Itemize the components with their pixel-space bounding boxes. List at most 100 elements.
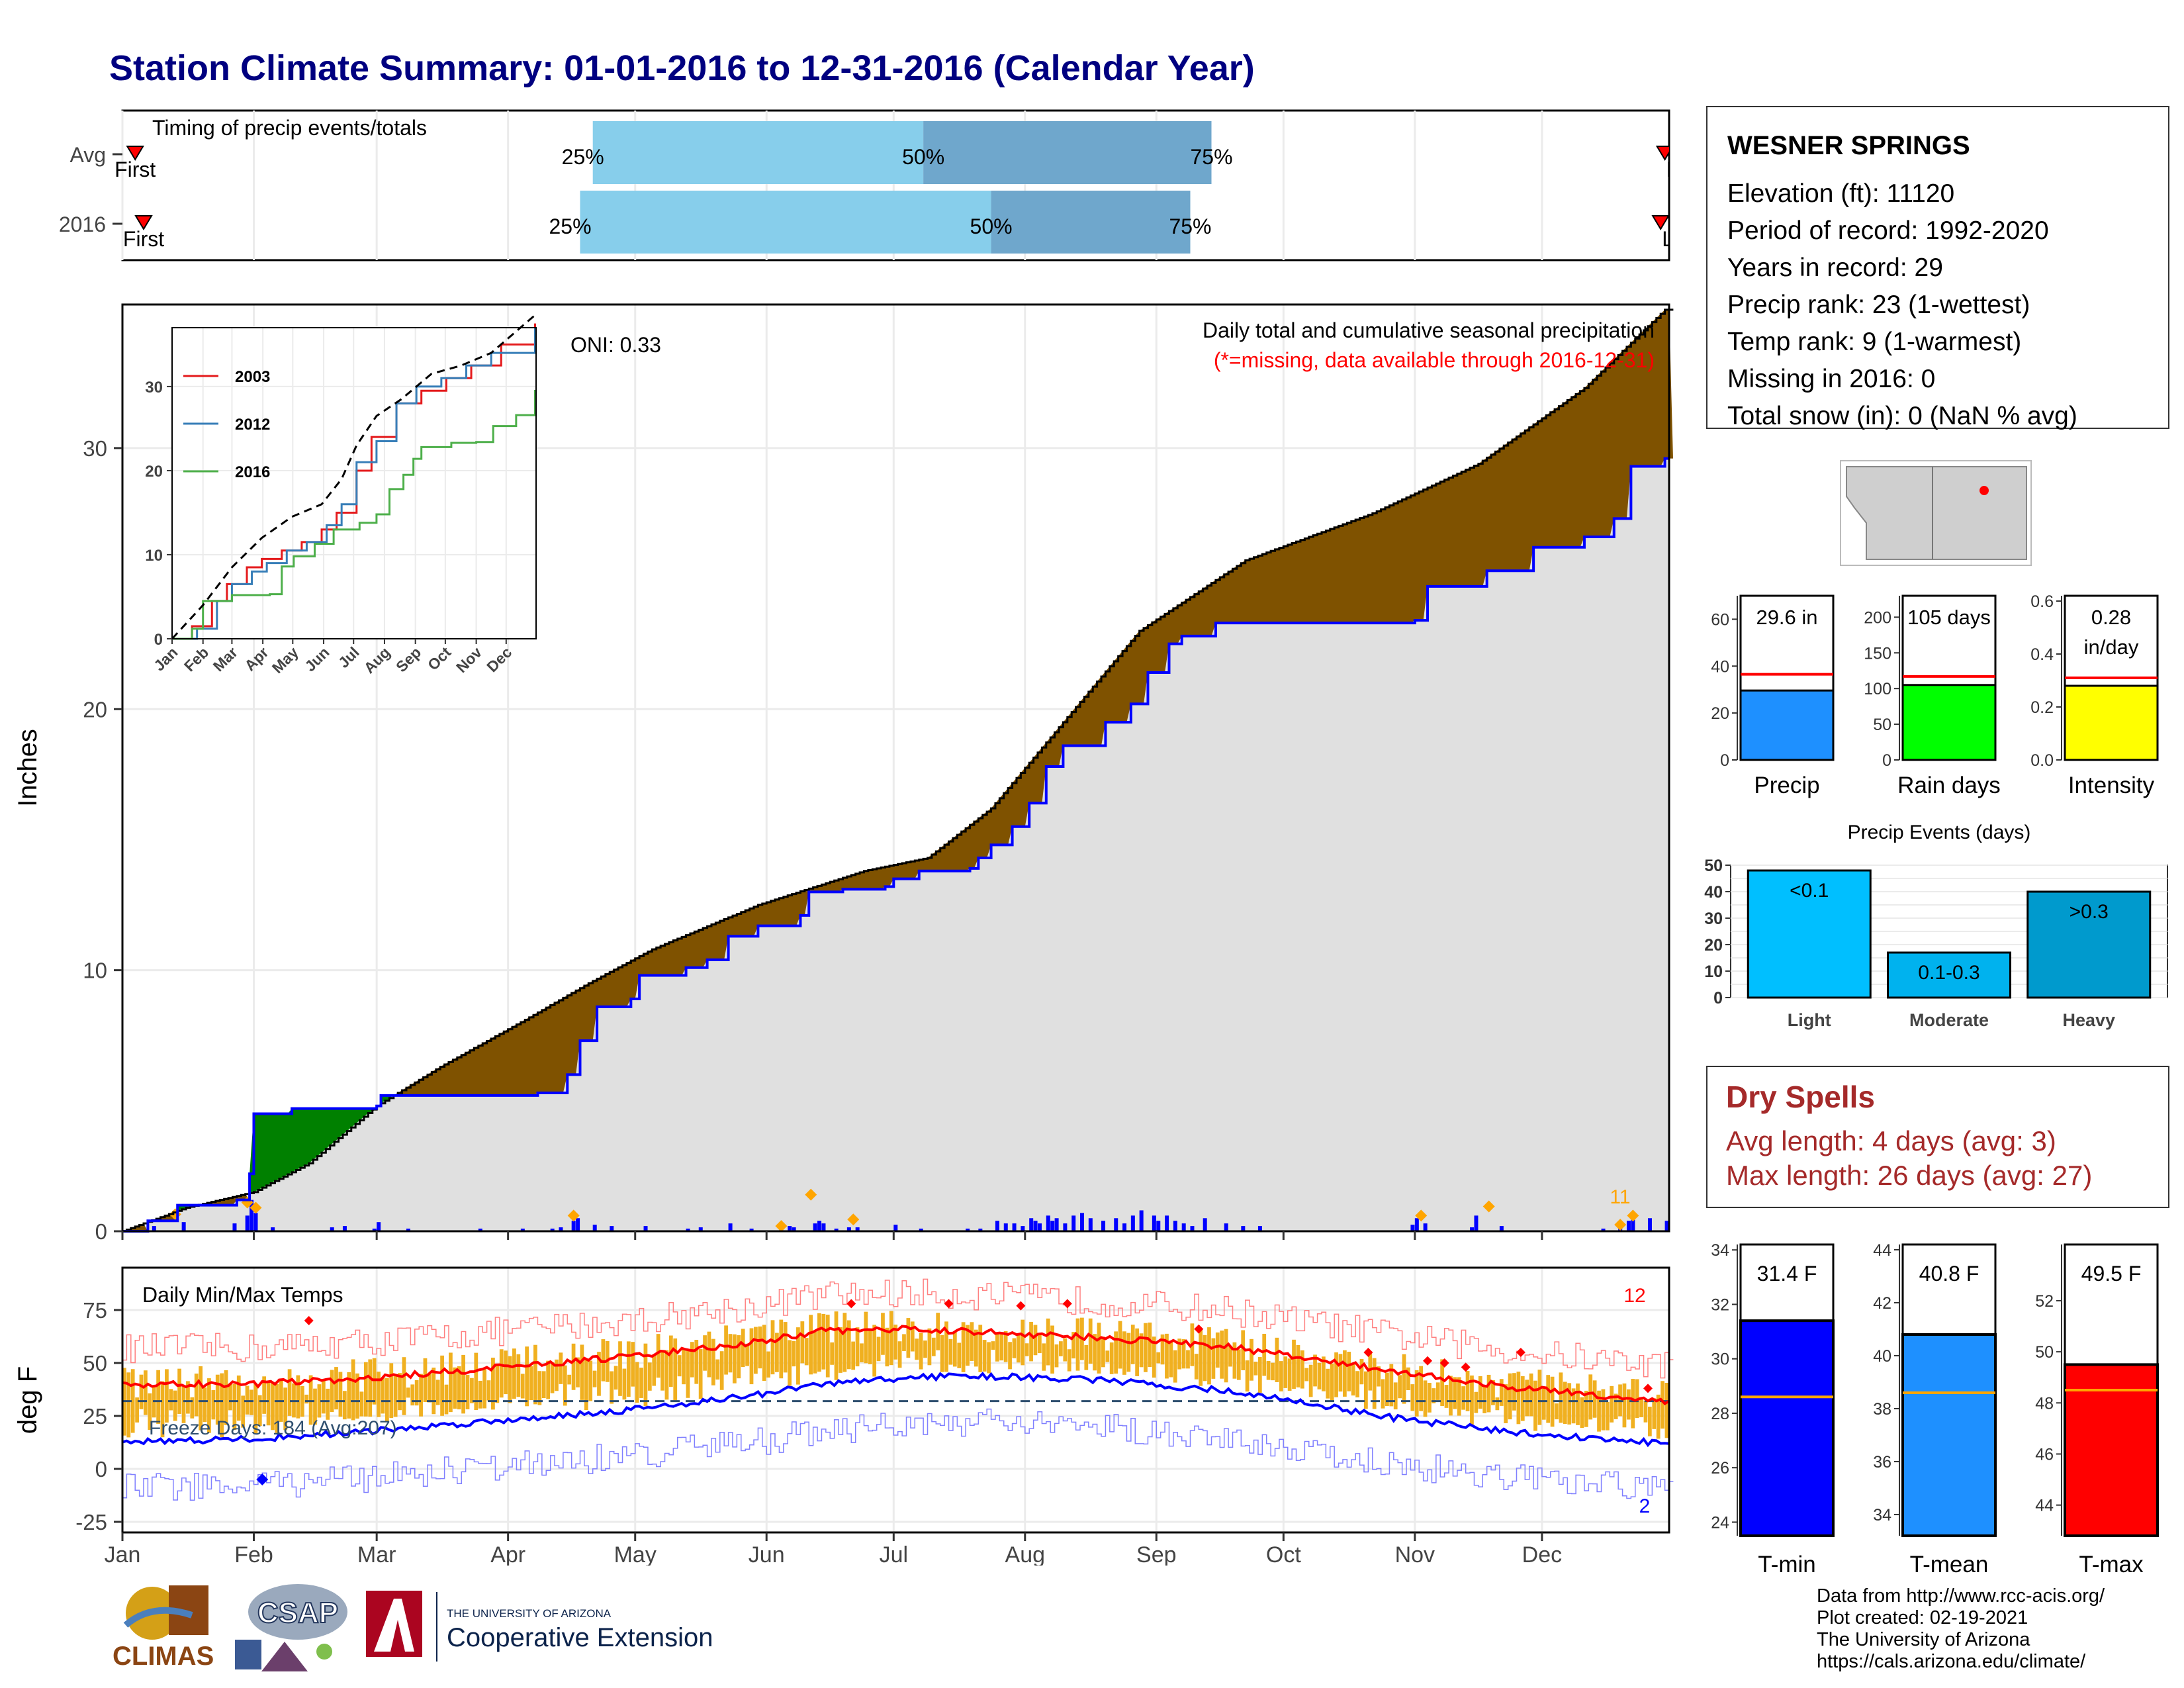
daily-temp-bar [1423, 1380, 1428, 1417]
daily-temp-bar [317, 1384, 322, 1418]
daily-temp-bar [957, 1342, 962, 1368]
month-label: Jan [105, 1542, 141, 1566]
daily-temp-bar [516, 1354, 521, 1397]
temp-bar-value-label: 31.4 F [1757, 1262, 1817, 1286]
daily-temp-bar [135, 1397, 139, 1423]
daily-temp-bar [893, 1325, 898, 1360]
daily-temp-bar [788, 1340, 792, 1386]
daily-precip-bar [1088, 1218, 1093, 1231]
timing-q50-label: 50% [902, 145, 944, 169]
daily-temp-bar [203, 1387, 207, 1423]
temp-bar-ytick-label: 32 [1711, 1295, 1729, 1314]
daily-temp-bar [635, 1362, 639, 1403]
timing-band-q1 [592, 121, 924, 184]
daily-temp-bar [444, 1384, 449, 1415]
events-ytick-label: 40 [1704, 883, 1723, 902]
daily-temp-bar [1470, 1375, 1474, 1425]
daily-precip-bar [966, 1229, 970, 1231]
daily-temp-bar [377, 1372, 381, 1417]
station-missing: Missing in 2016: 0 [1727, 365, 1936, 393]
daily-temp-bar [470, 1378, 474, 1403]
daily-temp-bar [1241, 1330, 1246, 1370]
daily-precip-bar [1152, 1215, 1156, 1231]
daily-temp-bar [465, 1375, 470, 1410]
events-bar-label: >0.3 [2070, 901, 2109, 923]
daily-temp-bar [296, 1375, 300, 1419]
daily-temp-bar [1059, 1341, 1063, 1356]
climas-logo: CLIMAS [113, 1585, 214, 1671]
daily-precip-bar [1029, 1218, 1034, 1231]
summary-bar-value [2064, 684, 2159, 761]
daily-precip-bar [1241, 1226, 1246, 1231]
daily-temp-bar [1203, 1335, 1207, 1382]
temp-summary-bars: 24 26 28 30 32 34 31.4 F T-min 34 36 38 40 42 44 40.8… [1711, 1241, 2159, 1577]
summary-bar-ytick-label: 60 [1711, 610, 1729, 629]
summary-bar-ytick-label: 40 [1711, 657, 1729, 676]
daily-temp-bar [148, 1393, 152, 1430]
daily-temp-bar [919, 1333, 923, 1370]
daily-temp-bar [1647, 1406, 1652, 1436]
daily-temp-bar [974, 1329, 978, 1367]
extreme-precip-marker [1627, 1209, 1639, 1222]
daily-temp-bar [1266, 1361, 1271, 1380]
daily-precip-bar [1050, 1221, 1055, 1231]
daily-temp-bar [1571, 1388, 1576, 1424]
oni-label: ONI: 0.33 [570, 333, 661, 357]
daily-precip-bar [1647, 1218, 1652, 1231]
record-high-marker [944, 1299, 954, 1309]
daily-temp-bar [728, 1334, 733, 1373]
timing-q75-label: 75% [1190, 145, 1232, 169]
daily-temp-bar [1021, 1319, 1025, 1366]
daily-temp-bar [474, 1352, 478, 1411]
daily-precip-bar [1474, 1215, 1479, 1231]
daily-temp-bar [796, 1327, 800, 1385]
timing-q25-label: 25% [549, 214, 591, 238]
daily-temp-bar [804, 1338, 809, 1366]
daily-temp-bar [1364, 1371, 1368, 1409]
daily-temp-bar [825, 1315, 830, 1378]
daily-temp-bar [1491, 1380, 1495, 1405]
daily-temp-bar [610, 1371, 614, 1404]
daily-temp-bar [186, 1381, 190, 1414]
tmin-bar-chart: 24 26 28 30 32 34 31.4 F T-min [1711, 1241, 1835, 1577]
timing-row-label: Avg [69, 143, 106, 167]
daily-temp-bar [715, 1359, 720, 1380]
events-ytick-label: 10 [1704, 962, 1723, 981]
daily-temp-bar [855, 1327, 860, 1367]
daily-temp-bar [224, 1370, 228, 1425]
daily-temp-bar [1029, 1321, 1033, 1362]
timing-q75-label: 75% [1169, 214, 1211, 238]
daily-temp-bar [821, 1313, 826, 1370]
timing-q25-label: 25% [562, 145, 604, 169]
ua-top-text: THE UNIVERSITY OF ARIZONA [447, 1607, 612, 1620]
daily-temp-bar [758, 1326, 762, 1369]
record-high-line [122, 1278, 1674, 1379]
daily-precip-bar [520, 1229, 525, 1231]
daily-precip-bar [1631, 1215, 1635, 1231]
daily-temp-bar [1529, 1373, 1533, 1417]
daily-temp-bar [1008, 1342, 1012, 1370]
timing-band-q2 [923, 121, 1212, 184]
daily-temp-bar [359, 1391, 364, 1417]
daily-precip-bar [377, 1222, 381, 1231]
daily-precip-bar [1165, 1215, 1169, 1231]
daily-temp-bar [1402, 1354, 1406, 1404]
daily-temp-bar [220, 1373, 224, 1438]
daily-temp-bar [1398, 1375, 1402, 1399]
daily-temp-bar [970, 1322, 974, 1361]
daily-temp-bar [440, 1355, 444, 1416]
daily-temp-bar [181, 1386, 186, 1423]
daily-temp-bar [381, 1378, 385, 1414]
daily-temp-bar [732, 1334, 737, 1383]
daily-temp-bar [257, 1395, 262, 1427]
daily-temp-bar [1122, 1331, 1126, 1375]
daily-temp-bar [1126, 1333, 1131, 1372]
daily-temp-bar [550, 1362, 555, 1393]
daily-temp-bar [1287, 1358, 1292, 1391]
daily-temp-bar [910, 1321, 915, 1352]
station-location-marker [1979, 486, 1989, 495]
precip-panel: 0 10 20 30 Inches Daily total and cumulativ… [13, 303, 1674, 1244]
daily-temp-bar [1186, 1350, 1190, 1369]
daily-temp-bar [1275, 1337, 1279, 1382]
